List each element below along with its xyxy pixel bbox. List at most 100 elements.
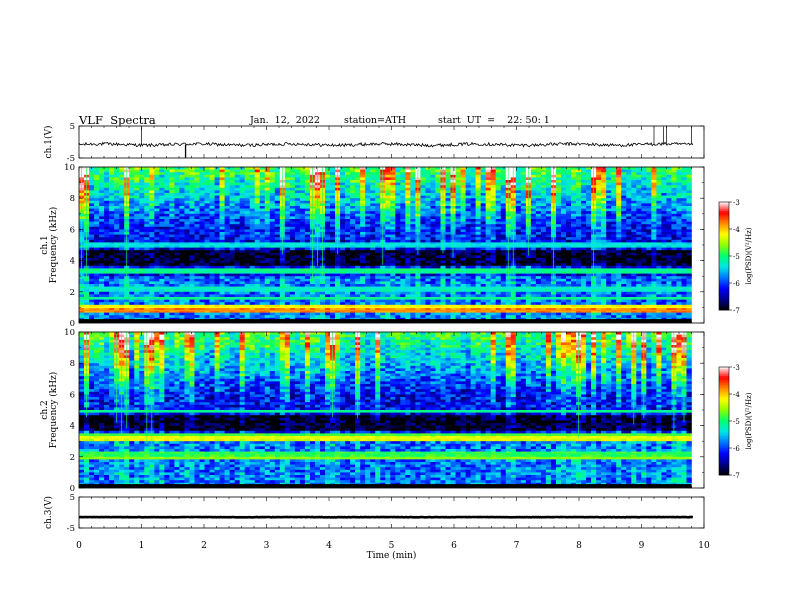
x-tick-label: 2 <box>201 541 207 551</box>
colorbar-cell <box>719 239 729 242</box>
colorbar-cell <box>719 216 729 219</box>
colorbar-cell <box>719 442 729 445</box>
colorbar-cell <box>719 302 729 305</box>
y-axis-label: ch.2 <box>40 400 50 419</box>
colorbar-cell <box>719 392 729 395</box>
colorbar-cell <box>719 473 729 476</box>
colorbar-cell <box>719 433 729 436</box>
colorbar-cell <box>719 426 729 429</box>
colorbar-label: log(PSD)(V²/Hz) <box>745 227 753 284</box>
colorbar-cell <box>719 455 729 458</box>
colorbar-cell <box>719 467 729 470</box>
ch2-colorbar: -3 -4 -5 -6 -7 log(PSD)(V²/Hz) <box>718 364 753 480</box>
low-freq-strip <box>79 484 692 488</box>
colorbar-cell <box>719 283 729 286</box>
colorbar-cell <box>719 308 729 311</box>
colorbar-cell <box>719 203 729 206</box>
colorbar-cell <box>719 295 729 298</box>
colorbar-cell <box>719 212 729 215</box>
colorbar-cell <box>719 256 729 259</box>
colorbar-cell <box>719 464 729 467</box>
x-tick-label: 3 <box>264 541 270 551</box>
colorbar-cell <box>719 214 729 217</box>
colorbar-cell <box>719 272 729 275</box>
x-tick-label: 0 <box>76 541 82 551</box>
figure-title: VLF Spectra <box>79 113 156 127</box>
y-tick-label: 0 <box>70 319 75 329</box>
time-axis: 0 1 2 3 4 5 6 7 8 9 10 Time (min) <box>76 541 710 561</box>
colorbar-cell <box>719 221 729 224</box>
colorbar-cell <box>719 245 729 248</box>
x-tick-label: 6 <box>451 541 457 551</box>
colorbar-cell <box>719 390 729 393</box>
colorbar-tick-label: -6 <box>733 280 740 288</box>
colorbar-cell <box>719 257 729 260</box>
colorbar-cell <box>719 419 729 422</box>
x-tick-label: 9 <box>639 541 645 551</box>
colorbar-cell <box>719 286 729 289</box>
ch1-spectrogram-panel: 10 8 6 4 2 0 ch.1 Frequency (kHz) <box>40 163 705 329</box>
colorbar-cell <box>719 368 729 371</box>
colorbar-cell <box>719 223 729 226</box>
colorbar-cell <box>719 211 729 214</box>
colorbar-cell <box>719 431 729 434</box>
colorbar-cell <box>719 374 729 377</box>
y-tick-label: 4 <box>70 422 75 432</box>
station-label: station=ATH <box>344 115 406 126</box>
y-tick-label: 4 <box>70 257 75 267</box>
y-tick-label: 6 <box>70 225 75 235</box>
date-label: Jan. 12, 2022 <box>250 115 320 126</box>
colorbar-cell <box>719 247 729 250</box>
x-tick-label: 5 <box>389 541 395 551</box>
y-tick-label: 10 <box>64 163 75 173</box>
colorbar-cell <box>719 424 729 427</box>
panel-frame <box>78 496 705 529</box>
colorbar-cell <box>719 232 729 235</box>
x-tick-label: 10 <box>698 541 710 551</box>
colorbar-cell <box>719 403 729 406</box>
colorbar-tick-label: -7 <box>733 307 740 315</box>
colorbar-cell <box>719 236 729 239</box>
colorbar-cell <box>719 410 729 413</box>
colorbar-cell <box>719 435 729 438</box>
colorbar-cell <box>719 453 729 456</box>
colorbar-cell <box>719 379 729 382</box>
colorbar-cell <box>719 383 729 386</box>
x-tick-label: 8 <box>576 541 582 551</box>
colorbar-cell <box>719 304 729 307</box>
colorbar-cell <box>719 444 729 447</box>
low-freq-strip <box>79 319 692 323</box>
y-tick-label: 8 <box>70 359 75 369</box>
colorbar-cell <box>719 225 729 228</box>
colorbar-tick-label: -3 <box>733 364 740 372</box>
y-tick-label: 10 <box>64 328 75 338</box>
colorbar-cell <box>719 252 729 255</box>
y-tick-label: -5 <box>67 524 75 534</box>
colorbar-cell <box>719 234 729 237</box>
colorbar-cell <box>719 306 729 309</box>
y-tick-label: 5 <box>70 493 75 503</box>
spectrogram-cells <box>79 167 692 324</box>
colorbar-cell <box>719 460 729 463</box>
x-tick-label: 7 <box>514 541 520 551</box>
colorbar-cell <box>719 408 729 411</box>
colorbar-cell <box>719 404 729 407</box>
colorbar-cell <box>719 259 729 262</box>
colorbar-cell <box>719 386 729 389</box>
ch1-colorbar: -3 -4 -5 -6 -7 log(PSD)(V²/Hz) <box>718 199 753 315</box>
colorbar-cell <box>719 471 729 474</box>
ch3-waveform-panel: 5 -5 ch.3(V) <box>43 493 705 534</box>
colorbar-cell <box>719 202 729 205</box>
colorbar-cell <box>719 248 729 251</box>
x-axis-label: Time (min) <box>367 550 417 561</box>
x-tick-label: 4 <box>326 541 332 551</box>
waveform-trace <box>78 141 694 148</box>
colorbar-cell <box>719 458 729 461</box>
colorbar-cell <box>719 397 729 400</box>
colorbar-cell <box>719 439 729 442</box>
colorbar-cell <box>719 288 729 291</box>
y-tick-label: 2 <box>70 453 75 463</box>
y-tick-label: 5 <box>70 122 75 132</box>
colorbar-cell <box>719 261 729 264</box>
colorbar-cell <box>719 292 729 295</box>
